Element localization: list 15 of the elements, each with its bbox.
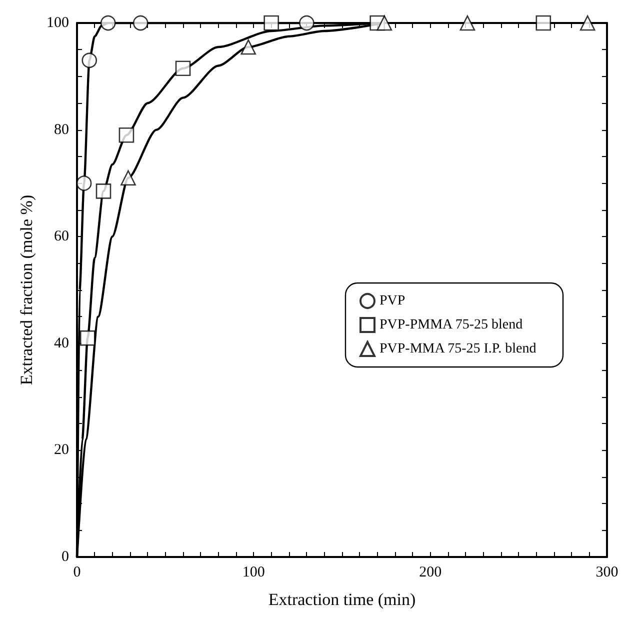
legend-label: PVP-PMMA 75-25 blend [379, 318, 523, 332]
y-tick-label: 80 [54, 122, 69, 138]
legend-label: PVP [379, 294, 406, 308]
x-axis-title: Extraction time (min) [268, 590, 416, 609]
y-tick-label: 20 [54, 442, 69, 458]
y-tick-label: 100 [46, 15, 69, 31]
y-tick-label: 40 [54, 335, 69, 352]
y-axis-title: Extracted fraction (mole %) [17, 194, 36, 386]
x-tick-label: 100 [242, 564, 265, 580]
x-tick-label: 0 [73, 564, 81, 580]
x-tick-label: 300 [596, 564, 618, 580]
legend-label: PVP-MMA 75-25 I.P. blend [379, 342, 536, 356]
x-tick-label: 200 [419, 564, 442, 580]
y-tick-label: 60 [54, 228, 69, 245]
y-tick-label: 0 [62, 549, 69, 565]
